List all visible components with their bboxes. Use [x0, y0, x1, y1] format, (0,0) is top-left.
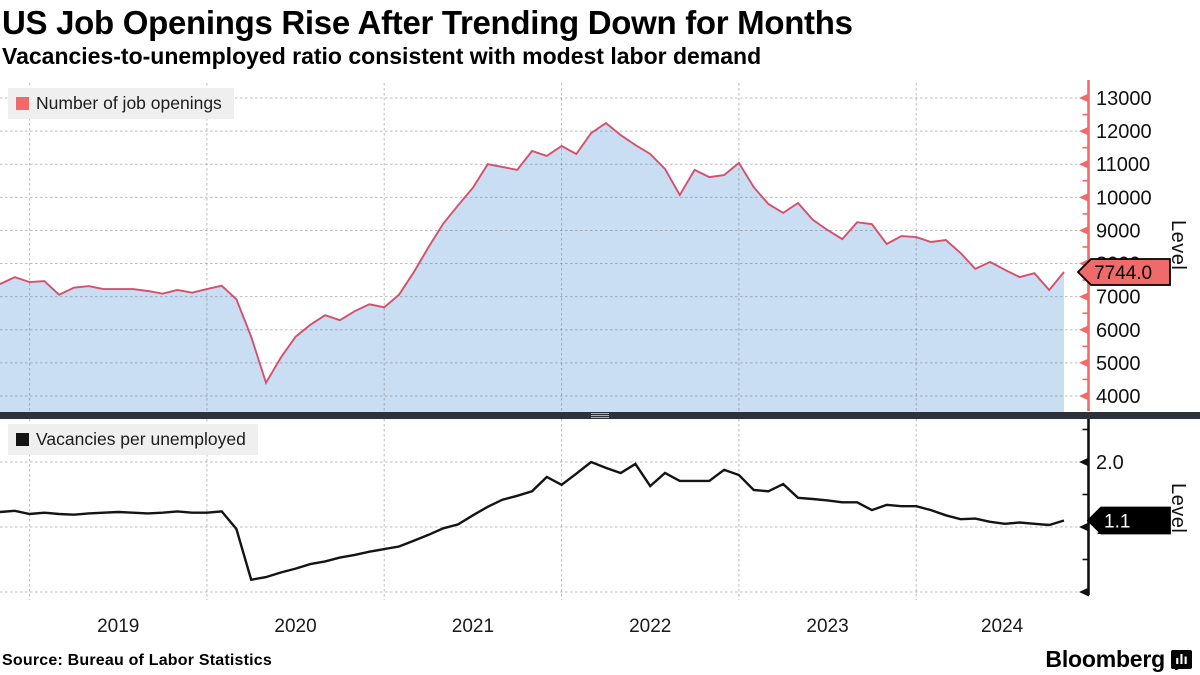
y-tick-label: 13000: [1096, 88, 1152, 110]
axis-arrow-tick: [1079, 325, 1089, 335]
vacancies-ratio-chart[interactable]: 1.02.01.1: [0, 419, 1200, 605]
bloomberg-branding: Bloomberg: [1045, 646, 1192, 673]
axis-arrow-tick: [1079, 192, 1089, 202]
bloomberg-wordmark: Bloomberg: [1045, 646, 1165, 672]
year-label-2023: 2023: [806, 616, 849, 637]
year-label-2024: 2024: [980, 616, 1024, 637]
last-value-tag-shape: [1076, 258, 1171, 286]
axis-arrow-tick: [1079, 159, 1089, 169]
last-value-tag: 1.1: [1086, 506, 1171, 535]
y-tick-label: 4000: [1096, 386, 1141, 408]
legend-swatch-black: [16, 433, 29, 446]
legend-vacancies-ratio[interactable]: Vacancies per unemployed: [8, 424, 258, 455]
last-value-tag-text: 7744.0: [1094, 263, 1152, 284]
y-tick-label: 9000: [1096, 220, 1141, 242]
year-label-2020: 2020: [274, 616, 317, 637]
y-tick-label: 10000: [1096, 187, 1152, 209]
legend-swatch-red: [16, 97, 29, 110]
y-tick-label: 11000: [1096, 154, 1150, 176]
axis-arrow-tick: [1079, 587, 1089, 597]
y-tick-label: 5000: [1096, 353, 1141, 375]
page-title: US Job Openings Rise After Trending Down…: [2, 4, 853, 41]
axis-arrow-tick: [1079, 391, 1089, 401]
last-value-tag-text: 1.1: [1104, 512, 1130, 533]
axis-arrow-tick: [1079, 93, 1089, 103]
axis-arrow-tick: [1079, 292, 1089, 302]
panel-divider-grip[interactable]: [591, 413, 609, 418]
ratio-series-line: [0, 460, 1065, 582]
y-tick-label: 12000: [1096, 121, 1152, 143]
source-note: Source: Bureau of Labor Statistics: [2, 652, 272, 669]
legend-label: Number of job openings: [36, 93, 222, 113]
panel-divider: [0, 412, 1200, 419]
last-value-tag: 7744.0: [1076, 258, 1171, 286]
y-tick-label: 6000: [1096, 320, 1141, 342]
axis-arrow-tick: [1079, 457, 1089, 467]
openings-series-line: [0, 121, 1065, 386]
axis-arrow-tick: [1079, 126, 1089, 136]
year-label-2021: 2021: [451, 616, 495, 637]
openings-area-fill: [0, 123, 1064, 412]
legend-job-openings[interactable]: Number of job openings: [8, 88, 234, 119]
axis-arrow-tick: [1079, 358, 1089, 368]
job-openings-chart[interactable]: 4000500060007000800090001000011000120001…: [0, 80, 1200, 412]
last-value-tag-shape: [1086, 506, 1171, 535]
year-label-2022: 2022: [629, 616, 672, 637]
year-label-2019: 2019: [97, 616, 140, 637]
axis-arrow-tick: [1079, 522, 1089, 532]
y-tick-label: 7000: [1096, 287, 1141, 309]
legend-label: Vacancies per unemployed: [36, 429, 246, 449]
axis-arrow-tick: [1079, 225, 1089, 236]
page-subtitle: Vacancies-to-unemployed ratio consistent…: [2, 43, 762, 69]
y-tick-label: 2.0: [1096, 452, 1124, 474]
bottom-axis-title: Level: [1167, 483, 1189, 534]
top-axis-title: Level: [1167, 220, 1189, 271]
bloomberg-terminal-icon: [1171, 650, 1192, 670]
